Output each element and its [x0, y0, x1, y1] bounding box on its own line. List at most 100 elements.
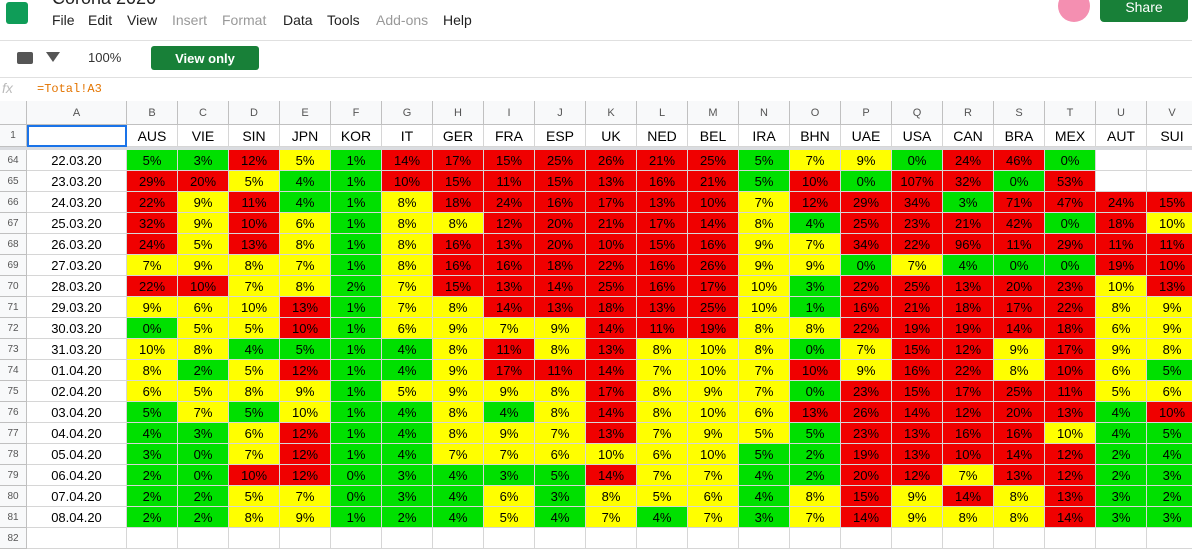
- pct-cell: 2%: [178, 360, 229, 381]
- menu-item[interactable]: Help: [443, 12, 472, 28]
- pct-cell: 7%: [127, 255, 178, 276]
- pct-cell: 4%: [739, 486, 790, 507]
- pct-cell: 23%: [841, 423, 892, 444]
- pct-cell: 7%: [229, 444, 280, 465]
- pct-cell: 1%: [331, 339, 382, 360]
- pct-cell: 2%: [178, 486, 229, 507]
- pct-cell: 6%: [637, 444, 688, 465]
- row-number: 72: [0, 318, 27, 339]
- pct-cell: 26%: [586, 150, 637, 171]
- pct-cell: 4%: [127, 423, 178, 444]
- doc-title[interactable]: Corona 2020: [52, 0, 156, 9]
- pct-cell: 8%: [586, 486, 637, 507]
- pct-cell: 1%: [331, 318, 382, 339]
- pct-cell: 0%: [178, 465, 229, 486]
- empty-cell: [280, 528, 331, 549]
- pct-cell: 17%: [1045, 339, 1096, 360]
- pct-cell: 12%: [892, 465, 943, 486]
- pct-cell: 8%: [790, 318, 841, 339]
- column-letter: R: [943, 101, 994, 125]
- country-header: AUS: [127, 125, 178, 147]
- pct-cell: 96%: [943, 234, 994, 255]
- pct-cell: 5%: [229, 360, 280, 381]
- pct-cell: 1%: [331, 192, 382, 213]
- pct-cell: 8%: [637, 339, 688, 360]
- date-cell: 26.03.20: [27, 234, 127, 255]
- avatar[interactable]: [1058, 0, 1090, 22]
- pct-cell: 8%: [739, 318, 790, 339]
- empty-cell: [586, 528, 637, 549]
- row-number: 82: [0, 528, 27, 549]
- date-cell: 29.03.20: [27, 297, 127, 318]
- column-letter: D: [229, 101, 280, 125]
- pct-cell: 1%: [331, 213, 382, 234]
- share-button[interactable]: Share: [1100, 0, 1188, 22]
- column-letter: V: [1147, 101, 1192, 125]
- pct-cell: 11%: [535, 360, 586, 381]
- pct-cell: [1147, 150, 1192, 171]
- print-icon[interactable]: [17, 52, 33, 64]
- pct-cell: 1%: [331, 171, 382, 192]
- row-number: 76: [0, 402, 27, 423]
- pct-cell: 5%: [127, 402, 178, 423]
- pct-cell: 2%: [790, 465, 841, 486]
- pct-cell: 24%: [1096, 192, 1147, 213]
- pct-cell: 0%: [127, 318, 178, 339]
- pct-cell: 13%: [892, 444, 943, 465]
- pct-cell: 4%: [382, 444, 433, 465]
- pct-cell: 8%: [229, 507, 280, 528]
- column-letter: F: [331, 101, 382, 125]
- pct-cell: 10%: [943, 444, 994, 465]
- menu-item[interactable]: File: [52, 12, 75, 28]
- pct-cell: 14%: [586, 360, 637, 381]
- menu-item[interactable]: Data: [283, 12, 313, 28]
- date-cell: 06.04.20: [27, 465, 127, 486]
- pct-cell: 8%: [433, 402, 484, 423]
- pct-cell: 9%: [280, 381, 331, 402]
- pct-cell: 46%: [994, 150, 1045, 171]
- pct-cell: 23%: [841, 381, 892, 402]
- pct-cell: 20%: [535, 213, 586, 234]
- pct-cell: 25%: [586, 276, 637, 297]
- pct-cell: 8%: [535, 402, 586, 423]
- pct-cell: 8%: [382, 255, 433, 276]
- empty-cell: [637, 528, 688, 549]
- app-icon[interactable]: [6, 2, 28, 24]
- menu-item[interactable]: Tools: [327, 12, 360, 28]
- pct-cell: 7%: [586, 507, 637, 528]
- pct-cell: 14%: [994, 444, 1045, 465]
- pct-cell: 25%: [688, 150, 739, 171]
- menu-item[interactable]: Add-ons: [376, 12, 429, 28]
- pct-cell: 5%: [484, 507, 535, 528]
- pct-cell: 15%: [535, 171, 586, 192]
- pct-cell: 8%: [1096, 297, 1147, 318]
- pct-cell: 9%: [841, 360, 892, 381]
- zoom[interactable]: 100%: [88, 50, 122, 65]
- pct-cell: 9%: [892, 486, 943, 507]
- column-letter: B: [127, 101, 178, 125]
- pct-cell: 5%: [739, 423, 790, 444]
- pct-cell: 2%: [1096, 465, 1147, 486]
- pct-cell: 10%: [688, 360, 739, 381]
- pct-cell: 17%: [994, 297, 1045, 318]
- pct-cell: 3%: [790, 276, 841, 297]
- pct-cell: 17%: [943, 381, 994, 402]
- menu-item[interactable]: View: [127, 12, 158, 28]
- date-cell: 08.04.20: [27, 507, 127, 528]
- pct-cell: 22%: [841, 276, 892, 297]
- menu-item[interactable]: Edit: [88, 12, 113, 28]
- menu-item[interactable]: Format: [222, 12, 267, 28]
- pct-cell: 9%: [178, 213, 229, 234]
- column-letter: P: [841, 101, 892, 125]
- pct-cell: 0%: [1045, 213, 1096, 234]
- view-only-button[interactable]: View only: [151, 46, 259, 70]
- pct-cell: 12%: [484, 213, 535, 234]
- pct-cell: 9%: [280, 507, 331, 528]
- pct-cell: 2%: [331, 276, 382, 297]
- pct-cell: 8%: [637, 381, 688, 402]
- fx-label: fx: [2, 80, 13, 96]
- pct-cell: 19%: [1096, 255, 1147, 276]
- filter-icon[interactable]: [46, 52, 60, 62]
- pct-cell: 8%: [994, 486, 1045, 507]
- menu-item[interactable]: Insert: [172, 12, 208, 28]
